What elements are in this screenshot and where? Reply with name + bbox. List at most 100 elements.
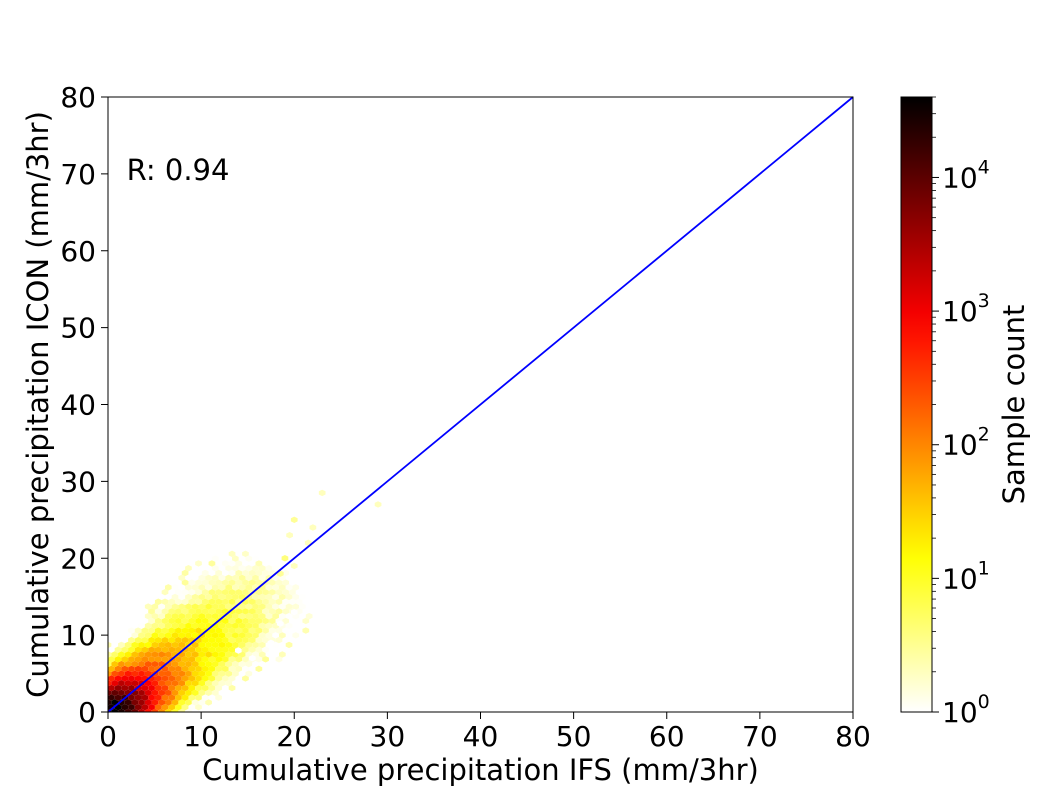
hexbin-cell: [205, 651, 212, 658]
hexbin-cell: [161, 588, 169, 596]
hexbin-cell: [181, 588, 189, 596]
hexbin-cell: [272, 612, 279, 620]
hexbin-cell: [151, 632, 159, 639]
hexbin-cell: [131, 699, 139, 706]
hexbin-cell: [158, 708, 165, 712]
hexbin-cells: [108, 393, 456, 712]
hexbin-cell: [168, 627, 176, 634]
hexbin-cell: [138, 708, 145, 712]
hexbin-cell: [168, 646, 176, 653]
hexbin-cell: [282, 588, 290, 596]
hexbin-cell: [232, 584, 239, 591]
identity-line: [107, 96, 854, 713]
hexbin-cell: [108, 656, 115, 663]
hexbin-cell: [275, 608, 283, 615]
hexbin-cell: [225, 584, 233, 591]
hexbin-cell: [128, 636, 135, 644]
hexbin-outlier-cell: [388, 501, 396, 508]
hexbin-cell: [131, 651, 139, 658]
hexbin-cell: [185, 593, 192, 601]
hexbin-cell: [258, 641, 266, 649]
hexbin-cell: [275, 598, 283, 605]
hexbin-cell: [114, 656, 122, 663]
hexbin-cell: [134, 675, 142, 682]
hexbin-cell: [158, 641, 165, 649]
hexbin-cell: [248, 598, 256, 605]
x-axis-ticks: 0 10 20 30 40 50 60 70 80: [99, 712, 871, 753]
hexbin-cell: [161, 636, 169, 644]
hexbin-cell: [228, 627, 236, 634]
hexbin-cell: [114, 665, 122, 673]
hexbin-cell: [225, 622, 233, 629]
hexbin-cell: [108, 675, 115, 682]
hexbin-cell: [238, 565, 246, 572]
hexbin-cell: [185, 680, 192, 687]
hexbin-cell: [262, 588, 269, 596]
hexbin-cell: [215, 579, 222, 586]
hexbin-cell: [218, 651, 226, 658]
hexbin-cell: [282, 627, 290, 634]
hexbin-cell: [191, 584, 199, 591]
hexbin-cell: [161, 627, 169, 634]
hexbin-cell: [268, 588, 276, 596]
hexbin-cell: [151, 603, 159, 610]
x-axis-label: Cumulative precipitation IFS (mm/3hr): [202, 753, 759, 787]
hexbin-cell: [215, 598, 222, 605]
hexbin-cell: [302, 617, 310, 625]
hexbin-cell: [225, 593, 233, 601]
hexbin-cell: [191, 641, 199, 649]
hexbin-cell: [175, 704, 182, 711]
hexbin-cell: [144, 651, 152, 658]
hexbin-cell: [168, 598, 176, 605]
hexbin-cell: [138, 622, 145, 629]
hexbin-cell: [232, 632, 239, 639]
hexbin-cell: [178, 603, 186, 610]
hexbin-cell: [154, 704, 162, 711]
hexbin-cell: [242, 665, 249, 673]
hexbin-cell: [272, 565, 279, 572]
hexbin-cell: [131, 708, 139, 712]
hexbin-cell: [205, 660, 212, 668]
hexbin-cell: [158, 680, 165, 687]
hexbin-cell: [292, 632, 300, 639]
x-tick-label: 60: [649, 720, 685, 753]
hexbin-outlier-cell: [281, 555, 289, 562]
hexbin-cell: [175, 694, 182, 701]
hexbin-cell: [191, 622, 199, 629]
hexbin-cell: [238, 555, 246, 562]
hexbin-cell: [181, 665, 189, 673]
hexbin-cell: [154, 694, 162, 701]
hexbin-cell: [148, 656, 155, 663]
y-axis-label: Cumulative precipitation ICON (mm/3hr): [21, 111, 55, 698]
hexbin-cell: [148, 627, 155, 634]
hexbin-cell: [108, 680, 112, 687]
hexbin-outlier-cell: [276, 620, 284, 627]
hexbin-cell: [225, 565, 233, 572]
hexbin-cell: [211, 603, 219, 610]
hexbin-cell: [114, 684, 122, 692]
hexbin-cell: [188, 617, 196, 625]
hexbin-cell: [144, 708, 152, 712]
hexbin-cell: [245, 574, 253, 581]
hexbin-cell: [108, 684, 115, 692]
hexbin-cell: [228, 579, 236, 586]
hexbin-cell: [198, 660, 206, 668]
hexbin-cell: [285, 622, 293, 629]
hexbin-cell: [198, 670, 206, 677]
hexbin-cell: [225, 660, 233, 668]
hexbin-cell: [154, 665, 162, 673]
hexbin-cell: [148, 665, 155, 673]
hexbin-cell: [131, 680, 139, 687]
hexbin-cell: [185, 622, 192, 629]
hexbin-cell: [161, 684, 169, 692]
hexbin-cell: [108, 660, 112, 668]
hexbin-cell: [175, 617, 182, 625]
hexbin-cell: [211, 612, 219, 620]
hexbin-cell: [228, 598, 236, 605]
hexbin-cell: [178, 612, 186, 620]
correlation-annotation: R: 0.94: [127, 153, 230, 187]
hexbin-cell: [235, 608, 243, 615]
hexbin-cell: [154, 598, 162, 605]
hexbin-cell: [171, 660, 179, 668]
